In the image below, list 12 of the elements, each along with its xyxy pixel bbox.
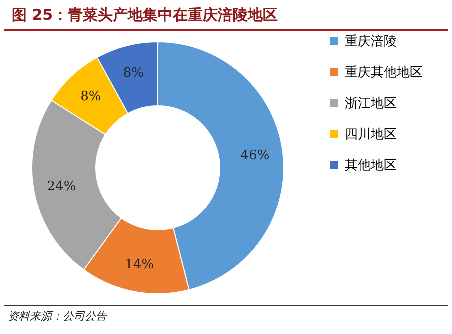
data-label: 24% [47, 179, 76, 194]
chart-title: 图 25：青菜头产地集中在重庆涪陵地区 [4, 0, 448, 31]
legend-label: 其他地区 [345, 158, 397, 172]
data-label: 8% [123, 66, 144, 82]
text: 资料来源：公司公告 [4, 305, 448, 324]
legend-label: 四川地区 [345, 126, 397, 142]
legend-label: 浙江地区 [345, 96, 397, 110]
data-label: 14% [125, 257, 154, 272]
data-label: 8% [80, 90, 102, 105]
legend-label: 重庆涪陵 [345, 34, 397, 48]
data-label: 46% [240, 148, 270, 164]
legend-label: 重庆其他地区 [345, 64, 423, 80]
